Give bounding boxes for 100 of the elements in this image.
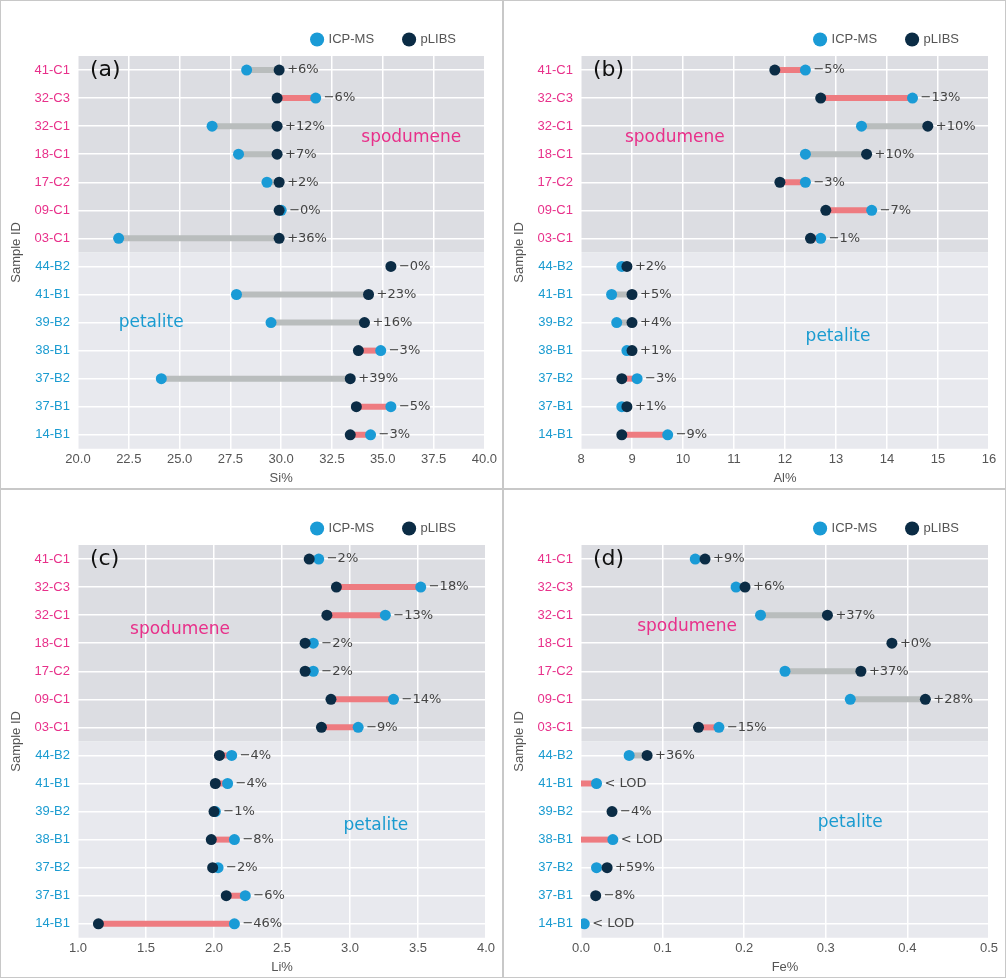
point: [886, 637, 898, 649]
point: [922, 120, 934, 132]
annotation: −13%: [920, 89, 961, 105]
annotation: −2%: [321, 634, 353, 650]
point: [861, 148, 873, 160]
annotation: +6%: [287, 61, 319, 77]
annotation: −0%: [398, 257, 431, 273]
point: [844, 693, 856, 705]
y-tick-label: 14-B1: [538, 915, 574, 931]
point: [352, 345, 364, 357]
annotation: −15%: [726, 718, 767, 734]
point: [271, 148, 283, 160]
annotation: +6%: [753, 578, 785, 594]
annotation: −9%: [675, 426, 708, 442]
annotation: −5%: [813, 61, 845, 77]
annotation: +1%: [634, 398, 667, 414]
annotation: +2%: [287, 173, 319, 189]
annotation: < LOD: [604, 774, 647, 790]
point: [213, 749, 225, 761]
annotation: +12%: [285, 117, 325, 133]
x-tick-label: 3.0: [340, 940, 360, 956]
annotation: +5%: [640, 285, 672, 301]
point: [590, 890, 602, 902]
y-tick-label: 17-C2: [537, 173, 574, 189]
point: [606, 806, 618, 818]
x-tick-label: 0.3: [816, 940, 835, 956]
point: [230, 288, 242, 300]
point: [271, 120, 283, 132]
point: [261, 176, 273, 188]
point: [113, 232, 125, 244]
point: [616, 429, 628, 441]
annotation: −13%: [393, 606, 434, 622]
point: [805, 232, 816, 244]
x-tick-label: 40.0: [471, 451, 498, 467]
annotation: −2%: [326, 550, 359, 566]
point: [330, 581, 342, 593]
annotation: (d): [593, 544, 625, 570]
point: [228, 834, 240, 846]
y-tick-label: 39-B2: [35, 803, 71, 819]
x-tick-label: 0.1: [653, 940, 672, 956]
point: [626, 288, 638, 300]
band-label: petalite: [805, 324, 871, 345]
x-tick-label: 20.0: [65, 451, 91, 467]
legend-label: pLIBS: [420, 520, 457, 536]
x-axis-title: Li%: [271, 958, 294, 974]
x-tick-label: 35.0: [370, 451, 396, 467]
y-tick-label: 41-C1: [34, 61, 71, 77]
point: [866, 204, 878, 216]
x-tick-label: 0.0: [571, 940, 591, 956]
y-tick-label: 32-C3: [34, 578, 71, 594]
point: [815, 232, 827, 244]
annotation: −18%: [428, 578, 469, 594]
point: [241, 64, 253, 76]
point: [226, 749, 238, 761]
y-tick-label: 37-B2: [538, 370, 574, 386]
point: [611, 317, 623, 329]
y-tick-label: 44-B2: [35, 747, 71, 763]
y-axis-title: Sample ID: [511, 222, 527, 283]
annotation: −4%: [239, 746, 272, 762]
y-tick-label: 37-B2: [35, 859, 71, 875]
point: [155, 373, 167, 385]
y-tick-label: 09-C1: [34, 201, 71, 217]
y-tick-label: 17-C2: [34, 662, 71, 678]
x-axis-title: Fe%: [771, 958, 799, 974]
point: [344, 429, 356, 441]
y-tick-label: 03-C1: [34, 718, 71, 734]
annotation: −6%: [323, 89, 356, 105]
annotation: −3%: [813, 173, 845, 189]
y-tick-label: 03-C1: [537, 718, 574, 734]
annotation: −0%: [289, 201, 321, 217]
x-tick-label: 0.4: [898, 940, 917, 956]
annotation: +9%: [713, 550, 745, 566]
point: [310, 92, 322, 104]
x-tick-label: 4.0: [476, 940, 496, 956]
y-tick-label: 37-B2: [35, 370, 71, 386]
point: [919, 693, 931, 705]
y-axis-title: Sample ID: [8, 222, 24, 283]
y-tick-label: 39-B2: [35, 314, 71, 330]
annotation: +7%: [285, 145, 317, 161]
y-tick-label: 14-B1: [35, 915, 71, 931]
y-tick-label: 32-C3: [537, 578, 574, 594]
x-tick-label: 37.5: [420, 451, 447, 467]
annotation: −6%: [253, 887, 285, 903]
y-tick-label: 41-B1: [538, 775, 574, 791]
x-tick-label: 2.0: [204, 940, 224, 956]
annotation: (b): [593, 55, 625, 81]
point: [779, 665, 791, 677]
x-tick-label: 12: [777, 451, 793, 467]
legend-label: pLIBS: [923, 31, 960, 47]
point: [358, 317, 370, 329]
y-tick-label: 41-B1: [35, 286, 71, 302]
annotation: +59%: [615, 859, 655, 875]
annotation: −5%: [398, 398, 431, 414]
point: [907, 92, 918, 104]
point: [239, 890, 251, 902]
annotation: −9%: [366, 718, 398, 734]
y-tick-label: 32-C1: [537, 117, 574, 133]
legend-label: ICP-MS: [831, 31, 878, 47]
band-label: spodumene: [637, 614, 738, 635]
point: [352, 721, 364, 733]
